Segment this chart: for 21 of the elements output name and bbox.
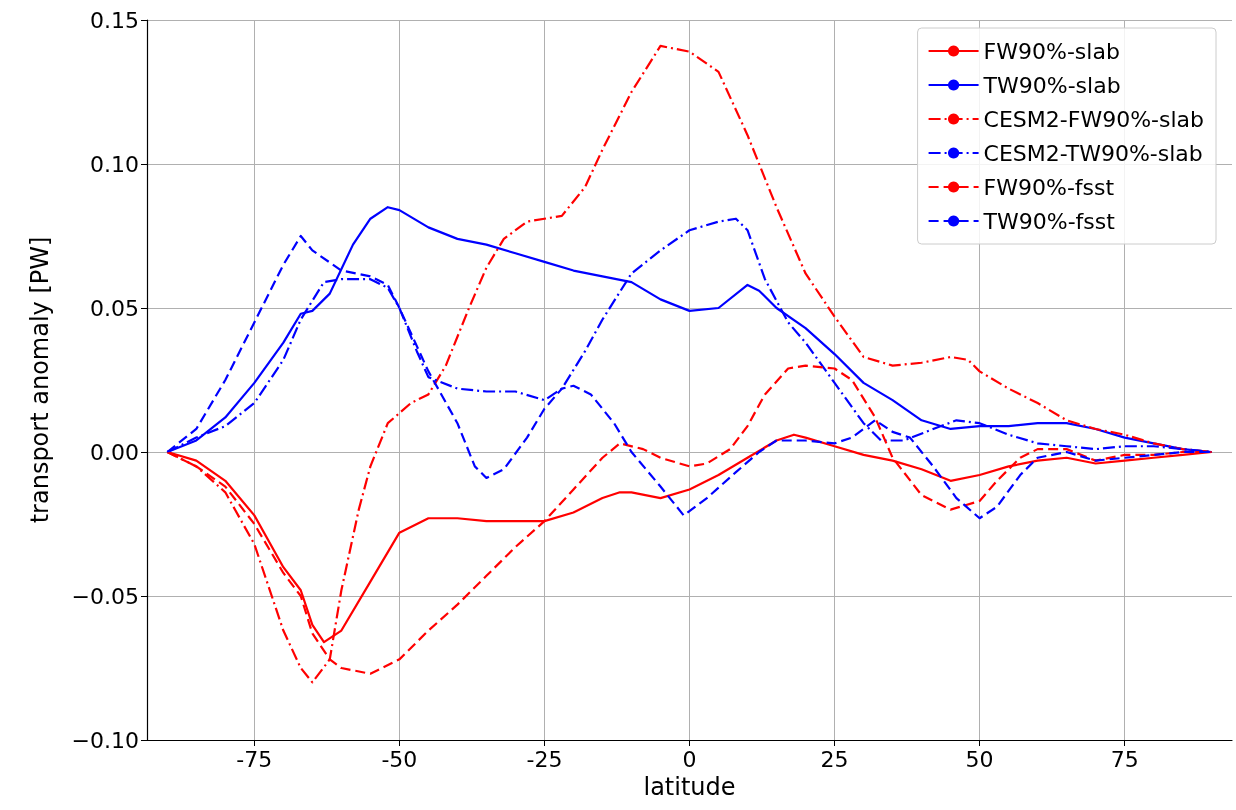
x-tick-label: -25 [526,746,563,772]
x-tick-label: 0 [682,746,697,772]
y-tick-label: 0.00 [90,439,139,465]
y-tick-label: 0.05 [90,295,139,321]
y-axis-title: transport anomaly [PW] [26,236,54,524]
legend-label: CESM2-TW90%-slab [983,140,1203,166]
legend-label: TW90%-fsst [982,208,1116,234]
legend-label: TW90%-slab [982,72,1121,98]
x-tick-label: -50 [381,746,418,772]
x-tick-label: 50 [965,746,994,772]
y-tick-label: 0.15 [90,7,139,33]
y-tick-label: −0.10 [71,727,139,753]
x-tick-label: 25 [820,746,849,772]
y-tick-label: 0.10 [90,151,139,177]
y-tick-label: −0.05 [71,583,139,609]
x-axis-title: latitude [643,772,736,801]
legend-label: FW90%-slab [983,38,1120,64]
x-tick-label: -75 [236,746,273,772]
x-tick-label: 75 [1110,746,1139,772]
legend-label: CESM2-FW90%-slab [983,106,1205,132]
legend-label: FW90%-fsst [983,174,1115,200]
